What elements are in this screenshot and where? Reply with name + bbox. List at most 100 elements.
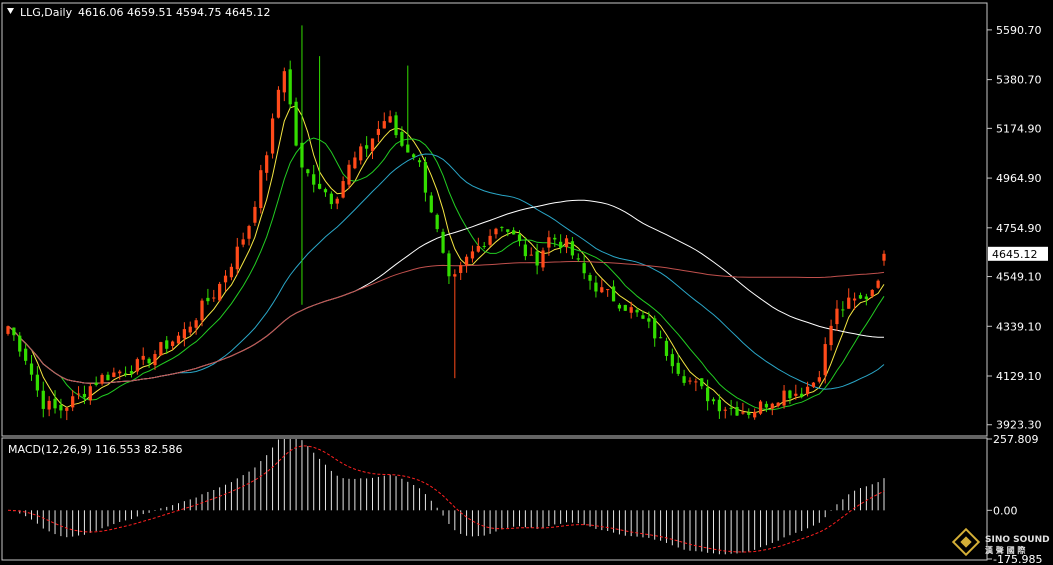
candle [559, 234, 563, 254]
candle [464, 254, 469, 273]
candle-body [847, 297, 851, 309]
candle-body [394, 115, 398, 136]
candle-body [182, 329, 186, 339]
candle-body [723, 409, 727, 411]
candle [647, 311, 651, 329]
candle-body [541, 250, 545, 268]
triangle-down-icon[interactable] [7, 8, 14, 14]
candle [670, 348, 674, 374]
candle-body [270, 118, 275, 154]
candle-body [564, 238, 569, 248]
candle-body [494, 228, 498, 235]
macd-panel-frame [1, 437, 988, 561]
candle-body [118, 371, 122, 374]
candle-body [88, 386, 92, 401]
price-tick-label: 4549.10 [996, 271, 1042, 284]
candle [41, 381, 45, 418]
candle [135, 357, 139, 375]
candle [600, 279, 604, 294]
candle [682, 369, 686, 386]
candle [588, 272, 592, 290]
candle [24, 343, 28, 365]
candle [406, 65, 410, 153]
macd-tick-label: 0.00 [993, 504, 1018, 517]
candle [82, 385, 87, 405]
candle [676, 354, 680, 377]
ma-line-30 [7, 153, 885, 390]
ma-line-5 [7, 105, 885, 414]
candle-body [700, 378, 704, 387]
macd-panel[interactable] [7, 439, 885, 555]
candle [729, 399, 733, 416]
ma-line-10 [7, 137, 885, 411]
candle [306, 168, 310, 177]
candle-body [553, 237, 557, 240]
candle-body [676, 362, 680, 374]
candle [376, 120, 381, 143]
candle-body [788, 390, 792, 399]
candle-body [376, 128, 381, 135]
candle [176, 331, 181, 344]
candle-body [165, 340, 169, 349]
candle [171, 340, 175, 350]
ma-line-60 [7, 199, 885, 384]
candle-body [76, 393, 81, 395]
candle-body [29, 363, 34, 375]
candle [882, 250, 886, 266]
candle [317, 56, 322, 190]
candle-body [523, 244, 527, 257]
candle [576, 253, 580, 262]
candle [388, 110, 392, 124]
candle-body [459, 265, 463, 273]
candle [547, 230, 551, 256]
candle-body [688, 380, 692, 382]
candle [459, 261, 463, 280]
candle [323, 187, 328, 197]
macd-tick-label: -175.985 [993, 553, 1042, 565]
candle [359, 143, 363, 165]
candle-body [506, 229, 510, 232]
candle-body [747, 412, 751, 415]
candle [723, 406, 727, 419]
candle-body [12, 327, 16, 336]
candle [617, 303, 622, 312]
price-panel[interactable] [6, 25, 886, 421]
candle-body [606, 289, 610, 291]
macd-axis: 257.809 0.00 -175.985 [987, 433, 1042, 565]
candle-body [35, 374, 40, 391]
candle [153, 350, 157, 370]
candle-body [594, 282, 598, 292]
candle [876, 279, 880, 289]
candle-body [400, 131, 404, 146]
candle [653, 315, 657, 347]
candle [276, 86, 281, 119]
candle [606, 288, 610, 297]
candle-body [658, 337, 663, 339]
candle-body [876, 280, 880, 288]
candle-body [447, 253, 451, 277]
candle [823, 337, 827, 384]
candle-body [53, 398, 57, 409]
candle [747, 408, 751, 419]
candle-body [206, 297, 210, 302]
candle-body [276, 89, 281, 118]
candle-body [359, 146, 363, 161]
candle [835, 300, 839, 331]
candle [241, 232, 245, 248]
candle [29, 355, 34, 381]
candle-body [805, 386, 810, 395]
candle-body [194, 320, 198, 328]
candle [212, 289, 216, 302]
candle-body [59, 404, 63, 411]
candle [312, 164, 316, 193]
candle [335, 196, 339, 210]
candle [223, 270, 228, 292]
candle [100, 373, 104, 386]
candle-body [370, 138, 375, 152]
candle [423, 156, 428, 202]
candle [541, 247, 545, 272]
candle-body [135, 359, 139, 372]
candle [417, 157, 422, 167]
candle [500, 226, 504, 232]
